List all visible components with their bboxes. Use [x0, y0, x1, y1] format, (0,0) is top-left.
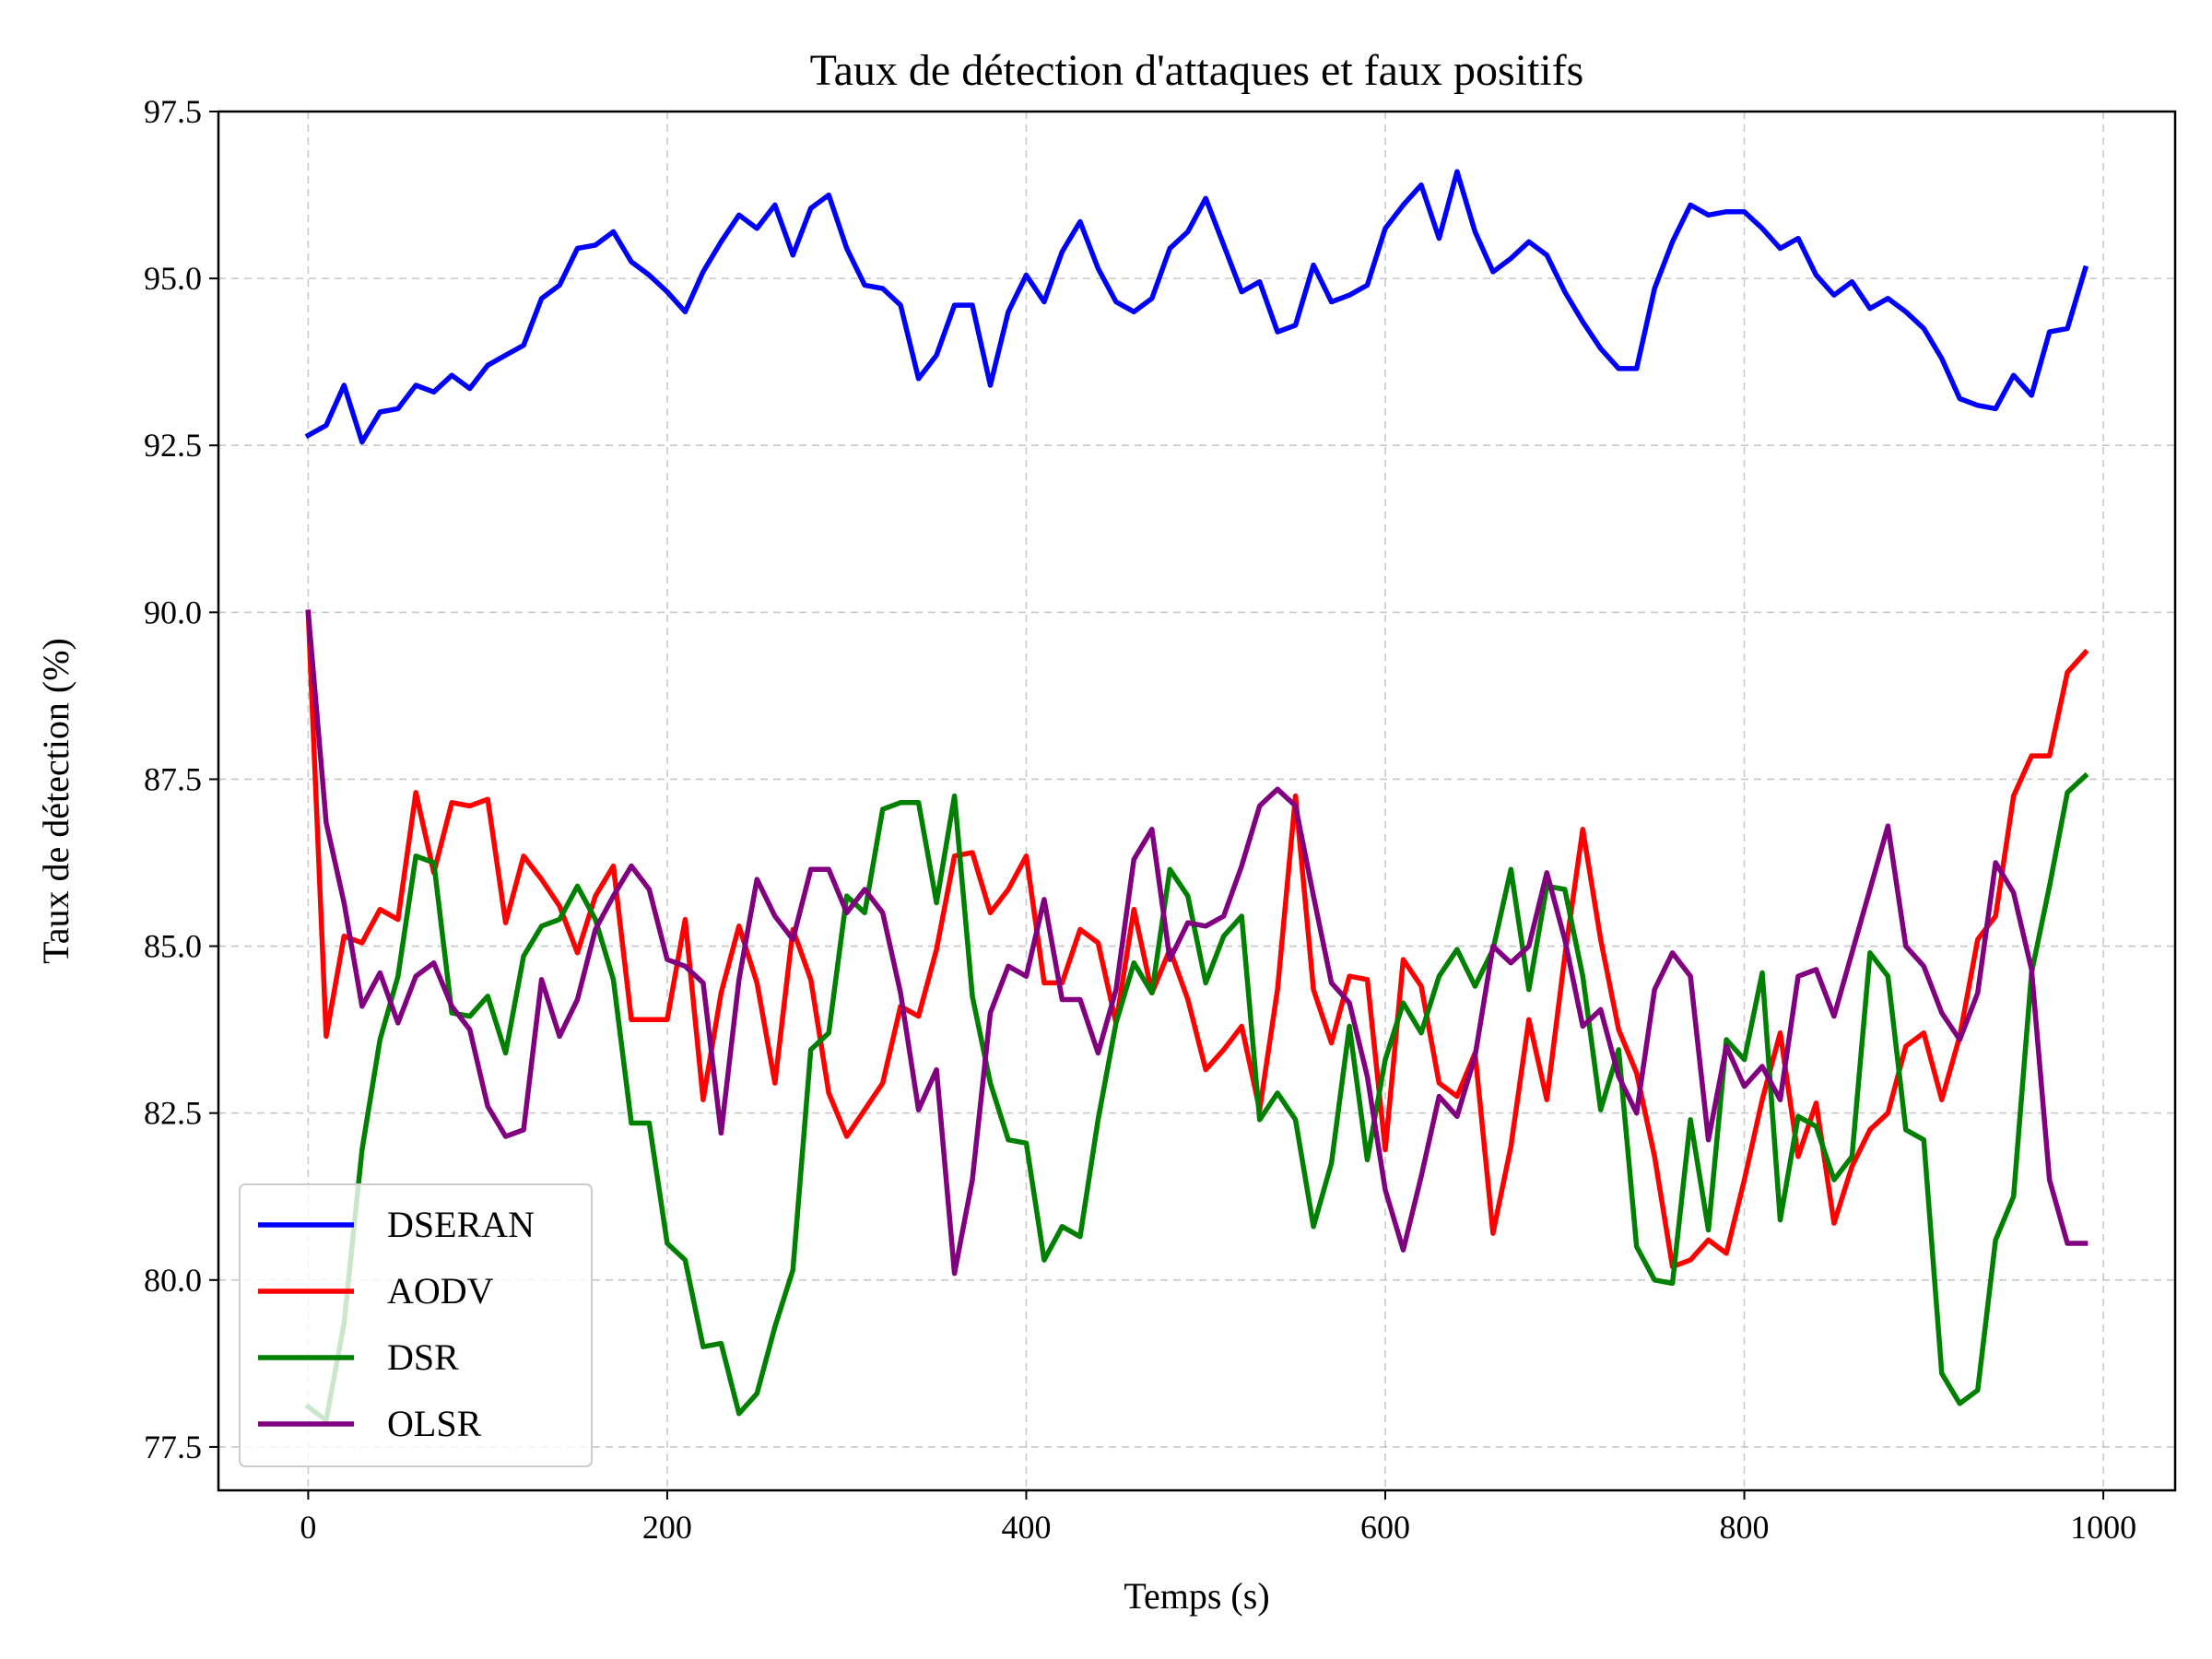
y-tick-label: 82.5 — [144, 1095, 202, 1132]
chart-title: Taux de détection d'attaques et faux pos… — [810, 46, 1584, 95]
series-line-olsr — [305, 609, 2088, 1277]
legend-label-dseran: DSERAN — [387, 1204, 535, 1245]
series-line-dseran — [304, 169, 2089, 445]
y-tick-label: 87.5 — [144, 760, 202, 797]
x-tick-label: 1000 — [2070, 1509, 2136, 1546]
legend-label-olsr: OLSR — [387, 1403, 482, 1444]
y-tick-label: 95.0 — [144, 260, 202, 297]
legend: DSERAN AODV DSR OLSR — [239, 1183, 593, 1467]
y-tick-label: 97.5 — [144, 93, 202, 130]
x-tick-label: 400 — [1001, 1509, 1051, 1546]
x-tick-label: 600 — [1360, 1509, 1410, 1546]
y-tick-label: 80.0 — [144, 1262, 202, 1299]
legend-label-dsr: DSR — [387, 1336, 459, 1378]
legend-box — [239, 1183, 593, 1467]
x-tick-label: 800 — [1720, 1509, 1770, 1546]
plot-frame — [217, 110, 2177, 1492]
y-tick-label: 77.5 — [144, 1429, 202, 1465]
y-tick-label: 85.0 — [144, 928, 202, 965]
x-tick-label: 0 — [300, 1509, 316, 1546]
series-line-dsr — [304, 771, 2089, 1423]
x-tick-label: 200 — [642, 1509, 692, 1546]
x-axis-title: Temps (s) — [1124, 1575, 1269, 1617]
y-tick-label: 92.5 — [144, 427, 202, 464]
series-lines — [304, 169, 2089, 1423]
series-line-aodv — [305, 609, 2089, 1270]
y-axis-title: Taux de détection (%) — [35, 638, 76, 964]
y-tick-label: 90.0 — [144, 594, 202, 630]
axis-ticks: 0 200 400 600 800 1000 77.5 80.0 82.5 85.0 87.5 90.… — [144, 93, 2136, 1546]
legend-label-aodv: AODV — [387, 1270, 494, 1312]
